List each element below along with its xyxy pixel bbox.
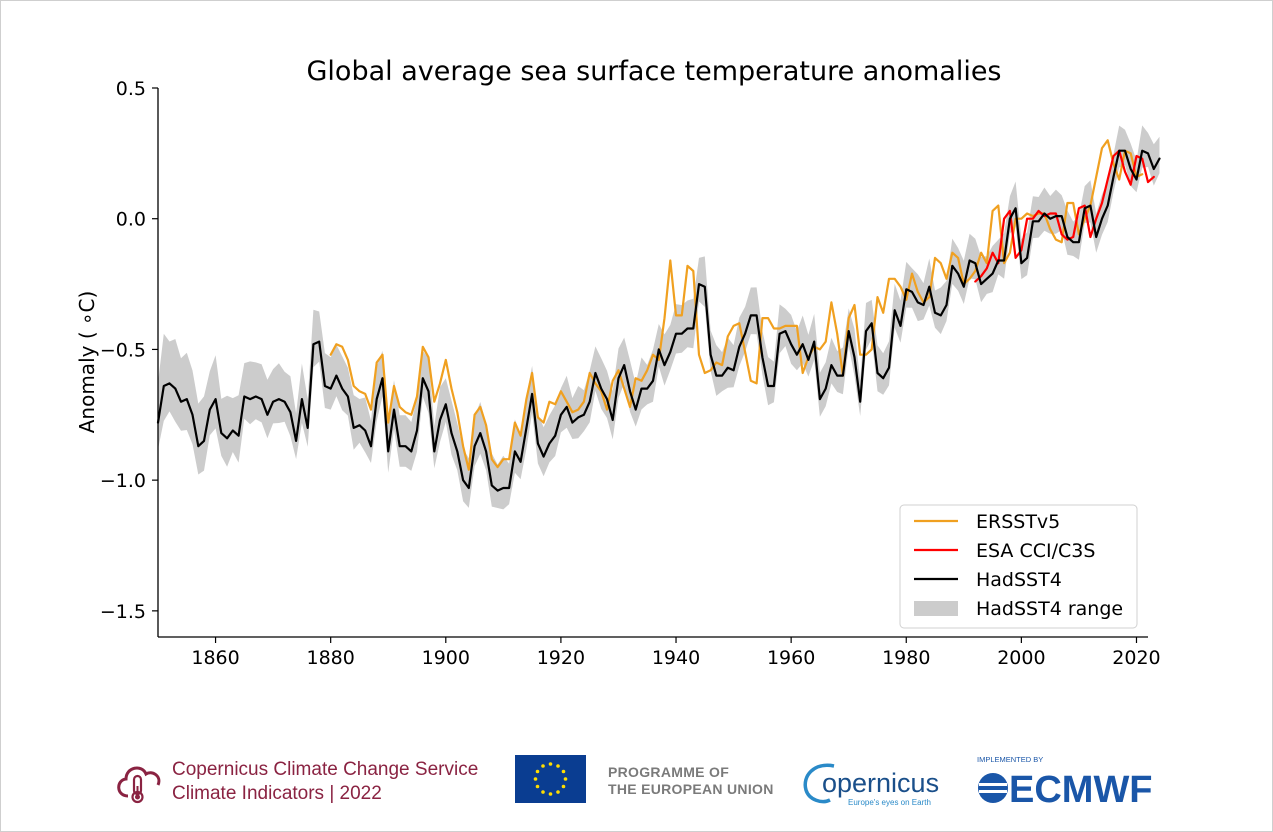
x-tick-label: 1900 (422, 647, 470, 669)
eu-line-1: PROGRAMME OF (608, 764, 730, 780)
eu-star-icon (541, 790, 545, 794)
c3s-thermometer-cloud-icon (117, 766, 161, 804)
legend-label-ersstv5: ERSSTv5 (976, 511, 1060, 533)
copernicus-tagline: Europe's eyes on Earth (848, 798, 931, 807)
range-band-layer (158, 125, 1160, 510)
y-tick-label: 0.5 (116, 78, 146, 100)
c3s-wordmark: Copernicus Climate Change Service Climat… (172, 758, 478, 806)
ecmwf-word: ECMWF (1009, 769, 1153, 811)
eu-star-icon (535, 784, 540, 789)
copernicus-logo: opernicus Europe's eyes on Earth (803, 763, 939, 807)
x-tick-label: 2020 (1112, 647, 1160, 669)
ecmwf-emblem-icon (978, 773, 1008, 803)
legend-swatch-hadsst4-range (914, 601, 958, 616)
x-tick-label: 1880 (306, 647, 354, 669)
eu-star-icon (556, 764, 560, 768)
copernicus-swoosh-icon (803, 763, 835, 804)
eu-star-icon (535, 769, 540, 774)
ecmwf-logo: IMPLEMENTED BY ECMWF (977, 755, 1153, 811)
y-axis-label: Anomaly ( ∘C) (75, 291, 99, 434)
footer: Copernicus Climate Change Service Climat… (0, 740, 1273, 832)
eu-line-2: THE EUROPEAN UNION (608, 781, 774, 797)
eu-star-icon (561, 784, 566, 789)
ecmwf-caption: IMPLEMENTED BY (977, 755, 1043, 764)
legend-entry-ersstv5: ERSSTv5 (914, 511, 1060, 533)
c3s-subtitle: Climate Indicators | 2022 (172, 783, 382, 804)
legend-entry-hadsst4: HadSST4 (914, 569, 1062, 591)
tick-layer: 1860 1880 1900 1920 1940 1960 1980 2000 2020 0.5 0… (100, 78, 1161, 669)
series-layer (156, 139, 1161, 492)
x-tick-label: 1860 (191, 647, 239, 669)
eu-star-icon (548, 792, 553, 796)
legend-label-esa-cci: ESA CCI/C3S (976, 540, 1095, 562)
eu-programme-text: PROGRAMME OF THE EUROPEAN UNION (608, 764, 774, 798)
y-tick-label: −0.5 (100, 339, 146, 361)
eu-star-icon (533, 777, 538, 781)
axes (157, 88, 1148, 638)
x-tick-label: 1920 (537, 647, 585, 669)
x-tick-label: 2000 (997, 647, 1045, 669)
eu-star-icon (556, 790, 560, 794)
hadsst4-range-band (158, 125, 1160, 510)
chart: Global average sea surface temperature a… (75, 56, 1161, 669)
legend-label-hadsst4-range: HadSST4 range (976, 598, 1123, 620)
legend-entry-hadsst4-range: HadSST4 range (914, 598, 1123, 620)
legend-entry-esa-cci: ESA CCI/C3S (914, 540, 1095, 562)
eu-star-icon (561, 769, 566, 774)
x-tick-label: 1960 (767, 647, 815, 669)
chart-title: Global average sea surface temperature a… (307, 56, 1002, 87)
legend: ERSSTv5 ESA CCI/C3S HadSST4 HadSST4 rang… (899, 504, 1138, 629)
eu-star-icon (548, 762, 553, 766)
legend-label-hadsst4: HadSST4 (976, 569, 1062, 591)
eu-star-icon (563, 777, 568, 781)
c3s-name: Copernicus Climate Change Service (172, 759, 479, 780)
copernicus-word: opernicus (822, 768, 939, 798)
eu-star-icon (541, 764, 545, 768)
x-tick-label: 1980 (882, 647, 930, 669)
y-tick-label: −1.5 (100, 601, 146, 623)
legend-box (899, 504, 1138, 629)
series-line-hadsst4 (156, 149, 1161, 492)
x-tick-label: 1940 (652, 647, 700, 669)
series-line-esa-cci-c3s (974, 149, 1155, 283)
series-line-ersstv5 (329, 139, 1144, 471)
y-tick-label: −1.0 (100, 470, 146, 492)
y-tick-label: 0.0 (116, 209, 146, 231)
eu-flag-icon (515, 755, 586, 803)
